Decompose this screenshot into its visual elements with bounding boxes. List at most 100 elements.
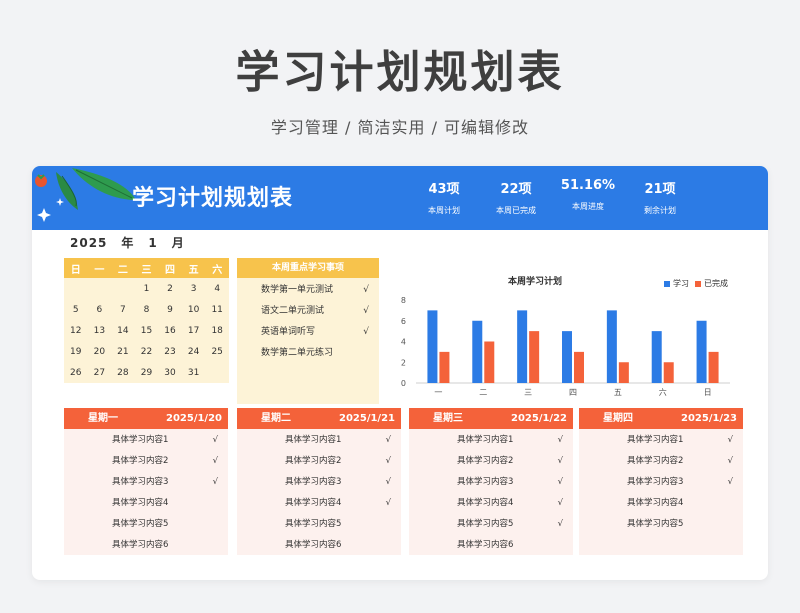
calendar-day[interactable]: 8 [134, 299, 159, 320]
day-task-list: 具体学习内容1 √ 具体学习内容2 √ 具体学习内容3 √ 具体学习内容4 √ 具体学习内容5 具… [237, 429, 401, 555]
x-tick-label: 三 [524, 388, 532, 397]
calendar-day[interactable]: 12 [64, 320, 88, 341]
calendar-day[interactable]: 15 [134, 320, 159, 341]
y-tick-label: 4 [401, 338, 406, 347]
check-icon: √ [727, 477, 733, 487]
calendar-day[interactable]: 25 [205, 341, 229, 362]
chart-plot: 0 2 4 6 8 一 二 三 四 五 六 日 [401, 296, 730, 397]
bar-done [663, 362, 674, 383]
task-text: 具体学习内容3 [285, 477, 342, 487]
check-icon: √ [557, 477, 563, 487]
task-row: 具体学习内容4 [64, 493, 228, 514]
x-tick-label: 一 [434, 388, 442, 397]
calendar-day[interactable] [64, 278, 88, 299]
calendar-day[interactable]: 17 [181, 320, 206, 341]
task-text: 具体学习内容4 [285, 498, 342, 508]
page-title: 学习计划规划表 [235, 47, 565, 98]
calendar-day[interactable]: 21 [111, 341, 135, 362]
calendar-day[interactable]: 23 [158, 341, 182, 362]
calendar-day[interactable]: 16 [158, 320, 182, 341]
focus-item-text: 数学第一单元测试 [261, 285, 334, 295]
calendar-day[interactable]: 6 [87, 299, 112, 320]
x-tick-label: 六 [659, 387, 667, 397]
calendar-day[interactable]: 13 [87, 320, 112, 341]
bar-done [708, 351, 719, 383]
day-name: 星期三 [433, 413, 463, 424]
check-icon: √ [212, 477, 218, 487]
calendar-day[interactable]: 30 [158, 362, 182, 383]
check-icon: √ [557, 519, 563, 529]
calendar-day[interactable]: 31 [181, 362, 206, 383]
day-header: 星期四 2025/1/23 [579, 408, 743, 429]
calendar-day[interactable]: 24 [181, 341, 206, 362]
task-text: 具体学习内容6 [112, 540, 169, 550]
check-icon: √ [363, 327, 369, 337]
calendar-day[interactable]: 10 [181, 299, 206, 320]
weekly-focus-panel: 本周重点学习事项 数学第一单元测试 √ 语文二单元测试 √ 英语单词听写 √ 数学第二单元练… [237, 258, 379, 404]
calendar-day[interactable]: 4 [205, 278, 229, 299]
banner: 学习计划规划表 43项 本周计划 22项 本周已完成 51.16% 本周进度 2… [32, 166, 768, 230]
calendar-day[interactable]: 20 [87, 341, 112, 362]
calendar-day[interactable]: 27 [87, 362, 112, 383]
calendar-day[interactable]: 29 [134, 362, 159, 383]
chart-title: 本周学习计划 [508, 277, 563, 287]
stat-weekly-done: 22项 本周已完成 [476, 178, 556, 216]
task-text: 具体学习内容4 [112, 498, 169, 508]
calendar-day[interactable]: 1 [134, 278, 159, 299]
stat-label: 本周计划 [428, 206, 460, 215]
month-unit: 月 [171, 236, 185, 250]
day-header: 星期二 2025/1/21 [237, 408, 401, 429]
task-row: 具体学习内容4 √ [409, 493, 573, 514]
bar-study [427, 310, 438, 383]
check-icon: √ [385, 456, 391, 466]
calendar-day[interactable]: 5 [64, 299, 88, 320]
calendar-day[interactable]: 7 [111, 299, 135, 320]
weekday-header: 三 [134, 258, 159, 278]
task-row: 具体学习内容2 √ [579, 451, 743, 472]
task-row: 具体学习内容4 [579, 493, 743, 514]
y-tick-label: 0 [401, 379, 406, 388]
focus-item-text: 数学第二单元练习 [261, 348, 334, 358]
calendar-day[interactable] [111, 278, 135, 299]
focus-title: 本周重点学习事项 [237, 258, 379, 278]
page-subtitle: 学习管理 / 简洁实用 / 可编辑修改 [270, 118, 530, 137]
calendar-day[interactable]: 2 [158, 278, 182, 299]
chart-legend: 学习 已完成 [658, 278, 728, 289]
banner-title: 学习计划规划表 [132, 186, 294, 211]
task-row: 具体学习内容5 √ [409, 514, 573, 535]
calendar-day[interactable] [87, 278, 112, 299]
task-row: 具体学习内容3 √ [64, 472, 228, 493]
calendar-day[interactable]: 9 [158, 299, 182, 320]
task-text: 具体学习内容2 [285, 456, 342, 466]
task-row: 具体学习内容3 √ [579, 472, 743, 493]
check-icon: √ [727, 435, 733, 445]
bar-done [484, 341, 495, 383]
calendar-day[interactable]: 22 [134, 341, 159, 362]
task-text: 具体学习内容5 [112, 519, 169, 529]
focus-item: 语文二单元测试 √ [237, 301, 379, 322]
task-row: 具体学习内容5 [64, 514, 228, 535]
bar-study [651, 331, 662, 383]
calendar-day[interactable]: 14 [111, 320, 135, 341]
task-text: 具体学习内容6 [457, 540, 514, 550]
check-icon: √ [557, 435, 563, 445]
calendar-day[interactable]: 11 [205, 299, 229, 320]
calendar-day[interactable]: 28 [111, 362, 135, 383]
bar-done [529, 331, 540, 383]
calendar-day[interactable] [205, 362, 229, 383]
task-row: 具体学习内容3 √ [237, 472, 401, 493]
calendar-day[interactable]: 3 [181, 278, 206, 299]
task-row: 具体学习内容1 √ [579, 430, 743, 451]
task-text: 具体学习内容3 [112, 477, 169, 487]
calendar-day[interactable]: 18 [205, 320, 229, 341]
month-value: 1 [148, 236, 158, 250]
stat-label: 本周已完成 [496, 206, 536, 215]
task-row: 具体学习内容2 √ [409, 451, 573, 472]
check-icon: √ [557, 498, 563, 508]
stat-value: 43项 [428, 182, 460, 197]
calendar-day[interactable]: 19 [64, 341, 88, 362]
task-text: 具体学习内容3 [457, 477, 514, 487]
calendar-day[interactable]: 26 [64, 362, 88, 383]
x-tick-label: 日 [704, 388, 712, 397]
focus-item: 英语单词听写 √ [237, 322, 379, 343]
